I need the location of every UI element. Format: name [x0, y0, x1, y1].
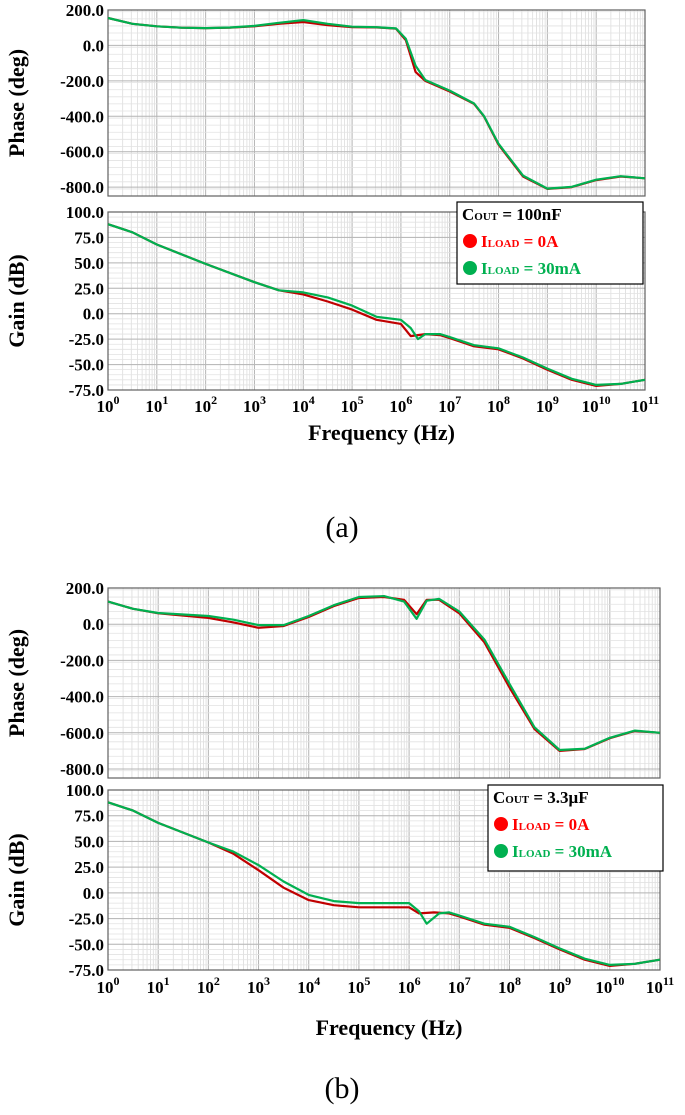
figure-caption: (b): [325, 1072, 360, 1105]
series-line-iload-30ma: [107, 223, 646, 386]
x-tick-label: 106: [398, 974, 421, 997]
x-tick-label: 100: [97, 393, 120, 416]
legend: COUT = 3.3μF ILOAD = 0A ILOAD = 30mA: [487, 784, 664, 872]
legend-title: COUT = 3.3μF: [493, 788, 589, 807]
y-tick-label: -75.0: [69, 961, 104, 980]
legend-marker: [494, 844, 508, 858]
x-tick-label: 105: [347, 974, 370, 997]
gain-panel: 100.0 75.0 50.0 25.0 0.0 -25.0 -50.0 -75.0 Gain …: [4, 781, 661, 980]
series-line-iload-30ma: [107, 16, 646, 190]
x-tick-label: 100: [97, 974, 120, 997]
gain-panel: 100.0 75.0 50.0 25.0 0.0 -25.0 -50.0 -75.0 Gain …: [4, 203, 646, 400]
x-tick-label: 105: [341, 393, 364, 416]
x-tick-label: 1010: [582, 393, 611, 416]
y-tick-label: -800.0: [60, 760, 104, 779]
y-tick-label: 0.0: [83, 884, 104, 903]
plot-frame: [107, 789, 661, 971]
y-tick-label: -400.0: [60, 107, 104, 126]
plot-frame: [107, 9, 646, 197]
x-tick-label: 106: [389, 393, 412, 416]
y-tick-label: -600.0: [60, 143, 104, 162]
plot-frame: [107, 587, 661, 779]
y-tick-label: -25.0: [69, 910, 104, 929]
x-tick-label: 108: [487, 393, 510, 416]
y-tick-label: 50.0: [74, 254, 104, 273]
y-tick-label: -600.0: [60, 724, 104, 743]
x-tick-label: 1011: [631, 393, 659, 416]
phase-panel: 200.0 0.0 -200.0 -400.0 -600.0 -800.0 Phase (d…: [4, 579, 661, 779]
x-tick-label: 108: [498, 974, 521, 997]
x-tick-label: 104: [292, 393, 315, 416]
x-tick-label: 103: [247, 974, 270, 997]
x-tick-label: 104: [297, 974, 320, 997]
x-tick-label: 103: [243, 393, 266, 416]
x-tick-label: 109: [536, 393, 559, 416]
x-tick-label: 101: [145, 393, 168, 416]
y-axis-label: Phase (deg): [4, 629, 29, 737]
series-line-iload-30ma: [107, 595, 661, 752]
series-line-iload-30ma: [107, 801, 661, 966]
y-tick-label: 0.0: [83, 36, 104, 55]
y-tick-label: -200.0: [60, 651, 104, 670]
chart-a: 200.0 0.0 -200.0 -400.0 -600.0 -800.0 Phase (d…: [4, 1, 659, 544]
chart-b: 200.0 0.0 -200.0 -400.0 -600.0 -800.0 Phase (d…: [4, 579, 674, 1105]
x-tick-label: 107: [438, 393, 461, 416]
x-tick-label: 102: [194, 393, 217, 416]
x-axis-label: Frequency (Hz): [316, 1015, 463, 1040]
y-tick-label: 100.0: [66, 781, 104, 800]
y-tick-label: 25.0: [74, 858, 104, 877]
legend-box: [456, 201, 644, 285]
x-tick-label: 1010: [595, 974, 624, 997]
y-tick-label: 75.0: [74, 228, 104, 247]
y-tick-label: -75.0: [69, 381, 104, 400]
y-tick-label: 75.0: [74, 807, 104, 826]
x-tick-label: 109: [548, 974, 571, 997]
legend-entry: ILOAD = 0A: [512, 815, 590, 834]
y-tick-label: 200.0: [66, 579, 104, 598]
phase-panel: 200.0 0.0 -200.0 -400.0 -600.0 -800.0 Phase (d…: [4, 1, 646, 197]
y-tick-label: 50.0: [74, 832, 104, 851]
y-tick-label: 0.0: [83, 615, 104, 634]
legend-marker: [463, 234, 477, 248]
y-tick-label: 200.0: [66, 1, 104, 20]
y-tick-label: 0.0: [83, 305, 104, 324]
y-axis-label: Gain (dB): [4, 254, 29, 348]
y-tick-label: -25.0: [69, 330, 104, 349]
y-tick-label: 100.0: [66, 203, 104, 222]
y-tick-label: -800.0: [60, 178, 104, 197]
series-line-iload-0a: [107, 16, 646, 190]
series-line-iload-0a: [107, 595, 661, 752]
x-tick-label: 101: [147, 974, 170, 997]
legend-marker: [463, 261, 477, 275]
x-tick-label: 1011: [646, 974, 674, 997]
y-tick-label: 25.0: [74, 279, 104, 298]
legend-box: [487, 784, 664, 872]
plot-frame: [107, 211, 646, 391]
x-tick-label: 107: [448, 974, 471, 997]
legend-marker: [494, 817, 508, 831]
y-tick-label: -50.0: [69, 935, 104, 954]
y-tick-label: -200.0: [60, 72, 104, 91]
figure-caption: (a): [325, 511, 358, 544]
y-tick-label: -50.0: [69, 356, 104, 375]
y-axis-label: Phase (deg): [4, 49, 29, 157]
x-tick-label: 102: [197, 974, 220, 997]
x-axis-label: Frequency (Hz): [308, 420, 455, 445]
y-axis-label: Gain (dB): [4, 833, 29, 927]
y-tick-label: -400.0: [60, 688, 104, 707]
legend-entry: ILOAD = 30mA: [512, 842, 613, 861]
